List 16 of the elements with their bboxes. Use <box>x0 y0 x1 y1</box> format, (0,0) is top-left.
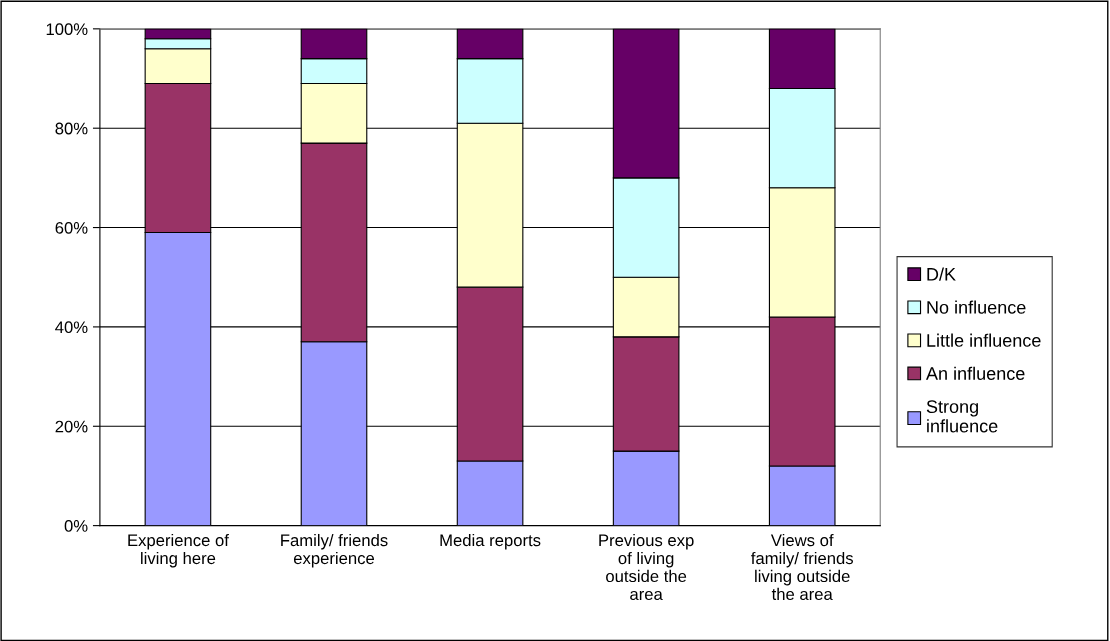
legend-label: An influence <box>925 366 1025 380</box>
y-tick-label: 40% <box>55 321 88 334</box>
x-tick-label: Previous exp of living outside the area <box>599 533 694 601</box>
x-tick-label: Views of family/ friends living outside the area <box>751 533 853 601</box>
y-tick-label: 20% <box>55 420 88 433</box>
y-tick-label: 60% <box>55 221 88 234</box>
legend-label: Little influence <box>927 333 1041 347</box>
y-tick-label: 0% <box>64 520 88 532</box>
x-tick-label: Family/ friends experience <box>281 533 388 568</box>
legend-label: Strong influence <box>926 400 998 433</box>
legend-label: No influence <box>927 300 1026 314</box>
x-tick-label: Media reports <box>440 533 541 550</box>
x-tick-label: Experience of living here <box>128 533 229 568</box>
y-tick-label: 100% <box>46 23 88 36</box>
y-tick-label: 80% <box>55 122 88 135</box>
legend-label: D/K <box>927 267 956 281</box>
